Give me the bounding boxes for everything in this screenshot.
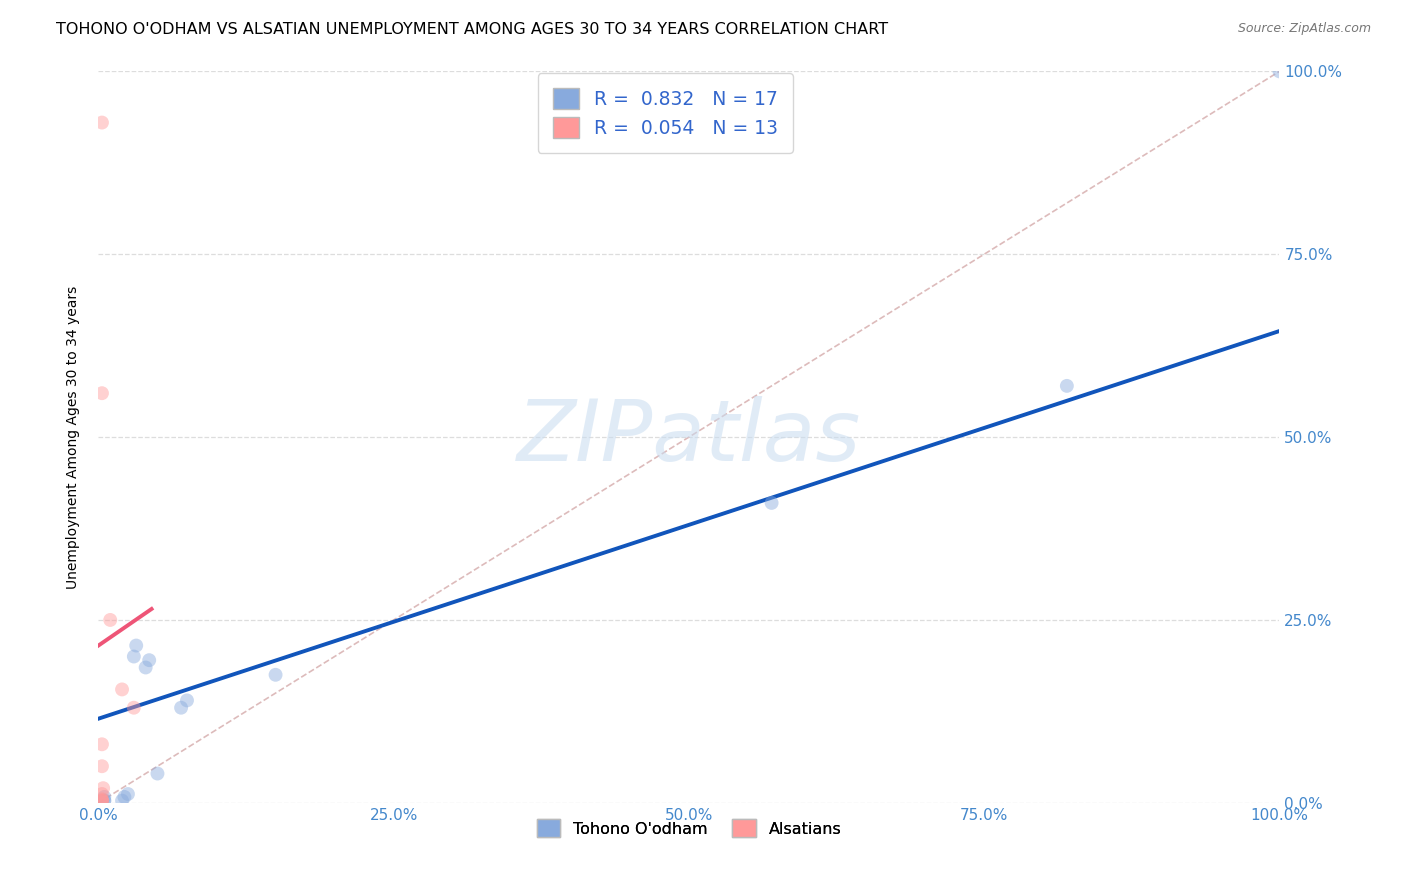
Point [111, 794, 134, 808]
Point [264, 667, 287, 681]
Point [91, 386, 114, 401]
Text: ZIPatlas: ZIPatlas [517, 395, 860, 479]
Point [125, 639, 148, 653]
Point [122, 700, 145, 714]
Y-axis label: Unemployment Among Ages 30 to 34 years: Unemployment Among Ages 30 to 34 years [66, 285, 80, 589]
Point [138, 653, 160, 667]
Point [135, 660, 157, 674]
Point [91, 787, 114, 801]
Point [91, 792, 114, 806]
Point [176, 693, 198, 707]
Point [91, 794, 114, 808]
Point [91, 115, 114, 129]
Point [122, 649, 145, 664]
Point [1268, 64, 1291, 78]
Legend: Tohono O'odham, Alsatians: Tohono O'odham, Alsatians [524, 806, 853, 850]
Point [91, 794, 114, 808]
Point [117, 787, 139, 801]
Point [91, 781, 114, 796]
Point [1056, 379, 1078, 393]
Point [98, 613, 121, 627]
Point [93, 789, 115, 804]
Point [111, 682, 134, 697]
Point [170, 700, 193, 714]
Point [93, 794, 115, 808]
Text: Source: ZipAtlas.com: Source: ZipAtlas.com [1237, 22, 1371, 36]
Text: TOHONO O'ODHAM VS ALSATIAN UNEMPLOYMENT AMONG AGES 30 TO 34 YEARS CORRELATION CH: TOHONO O'ODHAM VS ALSATIAN UNEMPLOYMENT … [56, 22, 889, 37]
Point [93, 794, 115, 808]
Point [91, 759, 114, 773]
Point [761, 496, 783, 510]
Point [146, 766, 169, 780]
Point [91, 737, 114, 751]
Point [112, 789, 135, 804]
Point [91, 794, 114, 808]
